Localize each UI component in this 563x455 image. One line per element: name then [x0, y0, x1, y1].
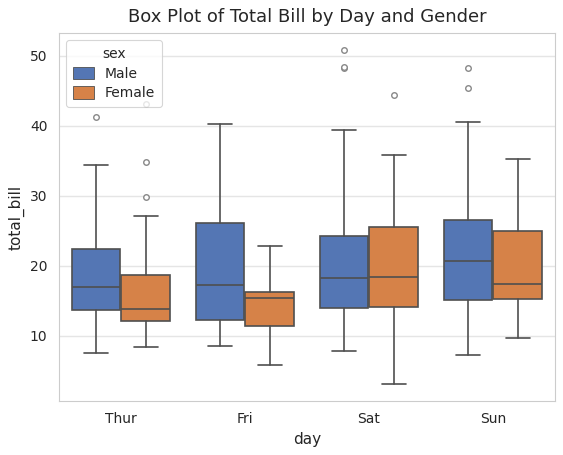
PathPatch shape: [369, 227, 418, 307]
PathPatch shape: [494, 231, 542, 299]
PathPatch shape: [122, 275, 170, 320]
PathPatch shape: [245, 292, 294, 326]
Y-axis label: total_bill: total_bill: [8, 184, 24, 250]
Title: Box Plot of Total Bill by Day and Gender: Box Plot of Total Bill by Day and Gender: [128, 8, 486, 26]
PathPatch shape: [196, 223, 244, 320]
PathPatch shape: [444, 220, 493, 300]
X-axis label: day: day: [293, 432, 321, 447]
PathPatch shape: [72, 249, 120, 310]
Legend: Male, Female: Male, Female: [66, 40, 162, 107]
PathPatch shape: [320, 237, 368, 308]
